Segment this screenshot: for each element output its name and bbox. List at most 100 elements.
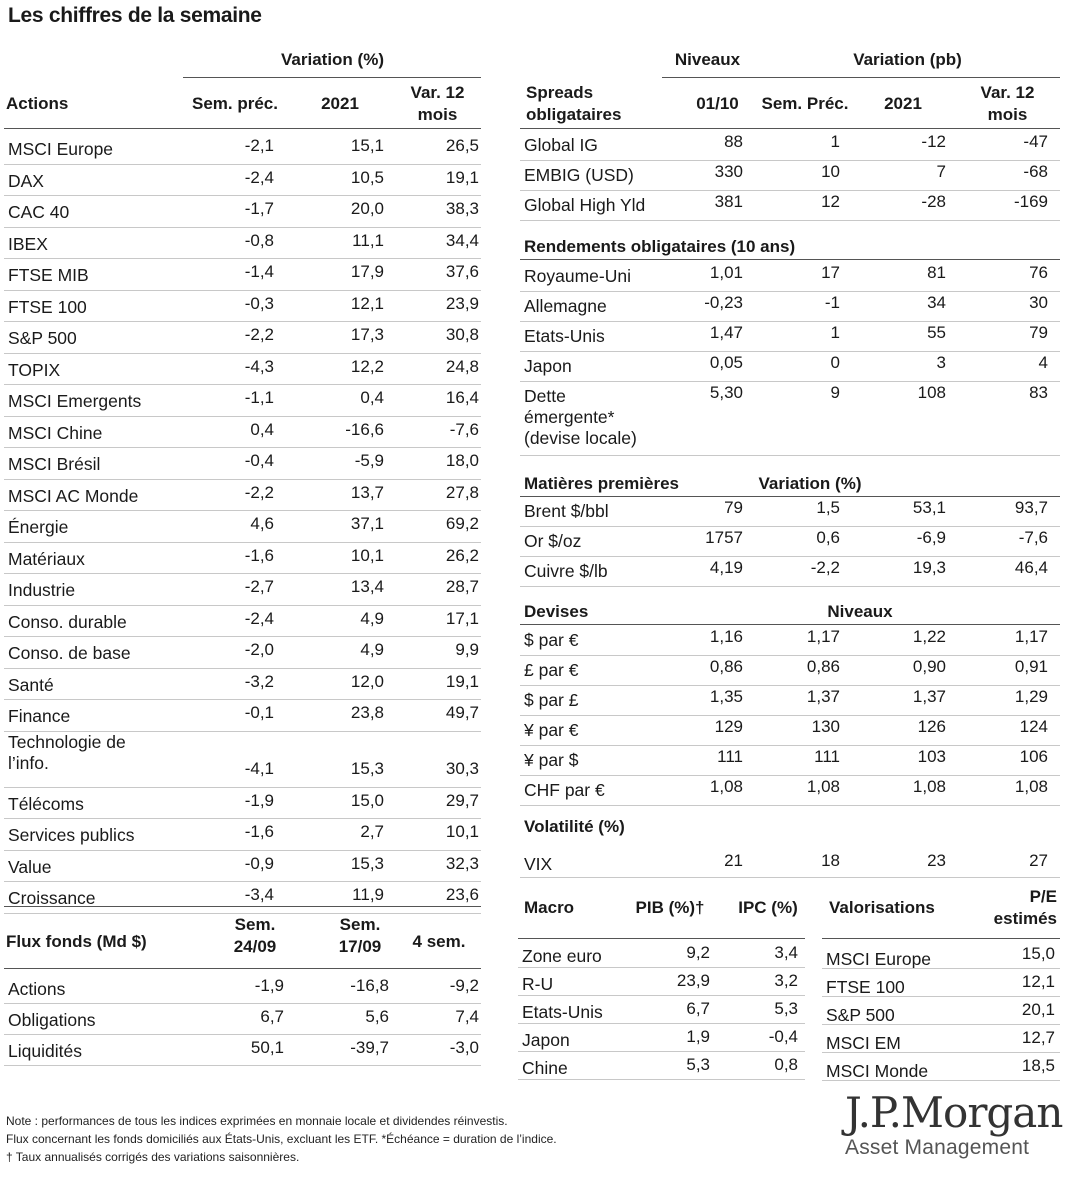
row-separator (518, 967, 805, 968)
row-value: 1,37 (912, 687, 946, 706)
row-value: 9,2 (686, 943, 710, 962)
group-header-niveaux: Niveaux (674, 50, 741, 69)
row-separator (822, 1024, 1060, 1025)
col-header-sem-prec: Sem. préc. (192, 94, 278, 113)
row-value: 1,08 (1014, 777, 1048, 796)
row-label: MSCI Monde (826, 1061, 929, 1081)
row-separator (520, 586, 1060, 587)
row-value: 12,1 (1021, 972, 1055, 991)
row-label: Santé (8, 674, 54, 695)
row-value: 129 (714, 717, 743, 736)
row-value: 381 (714, 192, 743, 211)
matieres-row: Cuivre $/lb 4,19 -2,2 19,3 46,4 (520, 557, 1060, 587)
row-value: 50,1 (250, 1038, 284, 1057)
row-separator (822, 996, 1060, 997)
row-separator (520, 715, 1060, 716)
rendements-row: Japon 0,05 0 3 4 (520, 352, 1060, 382)
row-value: 0,4 (250, 419, 274, 439)
row-label: Services publics (8, 825, 135, 845)
row-value: 0,05 (709, 353, 743, 372)
macro-row: Chine 5,3 0,8 (518, 1052, 805, 1080)
page-title: Les chiffres de la semaine (8, 4, 262, 27)
row-value: -0,4 (244, 451, 274, 470)
col-header-2021: 2021 (321, 94, 359, 113)
col-header-pe: P/E estimés (993, 887, 1057, 928)
row-value: 3 (936, 353, 946, 372)
row-label: MSCI Europe (826, 949, 932, 969)
row-label: CHF par € (524, 780, 605, 800)
actions-row: S&P 500 -2,2 17,3 30,8 (4, 322, 481, 354)
logo-subtitle: Asset Management (845, 1136, 1030, 1159)
rendements-row: Royaume-Uni 1,01 17 81 76 (520, 262, 1060, 292)
row-separator (4, 730, 481, 732)
row-label: Zone euro (522, 946, 602, 966)
row-value: 17,9 (350, 262, 384, 281)
flux-row: Obligations 6,7 5,6 7,4 (4, 1004, 481, 1035)
col-header-actions: Actions (6, 94, 69, 113)
row-separator (520, 775, 1060, 776)
row-label: $ par £ (524, 690, 579, 710)
matieres-row: Or $/oz 1757 0,6 -6,9 -7,6 (520, 527, 1060, 557)
row-label: Allemagne (524, 296, 607, 316)
row-value: 55 (927, 323, 946, 342)
row-separator (4, 881, 481, 882)
spreads-row: Global IG 88 1 -12 -47 (520, 131, 1060, 161)
row-value: 19,1 (445, 671, 479, 691)
macro-row: Japon 1,9 -0,4 (518, 1024, 805, 1052)
row-value: -0,4 (768, 1027, 798, 1046)
row-value: 4 (1038, 353, 1048, 372)
row-value: 13,4 (350, 577, 384, 596)
actions-row: CAC 40 -1,7 20,0 38,3 (4, 196, 481, 228)
rule-line (662, 77, 1060, 78)
spreads-row: EMBIG (USD) 330 10 7 -68 (520, 161, 1060, 191)
row-value: -1,4 (244, 262, 274, 281)
row-value: 19,1 (445, 167, 479, 187)
actions-row: Conso. durable -2,4 4,9 17,1 (4, 606, 481, 637)
row-label: Liquidités (8, 1041, 82, 1061)
row-value: 23,9 (676, 971, 710, 990)
row-value: -5,9 (354, 451, 384, 470)
section-header-matieres: Matières premières (524, 474, 679, 493)
col-header-var12-pb: Var. 12 mois (980, 83, 1035, 124)
col-header-2021-pb: 2021 (884, 94, 922, 113)
row-value: 3,4 (774, 943, 798, 962)
rendements-row: Dette émergente* (devise locale) 5,30 9 108 83 (520, 382, 1060, 456)
row-label: EMBIG (USD) (524, 165, 634, 185)
row-label: Matériaux (8, 548, 85, 569)
row-separator (4, 195, 481, 196)
row-label: Obligations (8, 1010, 96, 1030)
col-header-sem-1709: Sem. 17/09 (338, 915, 382, 956)
rule-line (520, 496, 1060, 497)
actions-row: MSCI Chine 0,4 -16,6 -7,6 (4, 417, 481, 448)
row-value: 15,3 (350, 758, 384, 778)
macro-row: R-U 23,9 3,2 (518, 968, 805, 996)
macro-table: Macro PIB (%)† IPC (%) Zone euro 9,2 3,4 R-U 23… (518, 887, 1060, 1081)
row-value: 37,6 (445, 262, 479, 281)
section-header-rendements: Rendements obligataires (10 ans) (524, 237, 796, 256)
row-value: 93,7 (1014, 498, 1048, 517)
row-value: 1 (830, 132, 840, 151)
valorisations-row: MSCI Europe 15,0 (822, 941, 1060, 969)
jpmorgan-logo: J.P.Morgan Asset Management (845, 1090, 1073, 1160)
flux-table: Flux fonds (Md $) Sem. 24/09 Sem. 17/09 4 sem… (0, 0, 485, 1070)
row-separator (520, 526, 1060, 527)
actions-row: Santé -3,2 12,0 19,1 (4, 669, 481, 700)
row-label: Dette émergente* (devise locale) (524, 386, 637, 448)
row-value: -7,6 (1018, 528, 1048, 547)
row-value: -0,9 (244, 853, 274, 873)
row-separator (4, 786, 481, 788)
row-value: 4,6 (250, 514, 274, 533)
row-label: Etats-Unis (522, 1002, 603, 1022)
row-value: 18,0 (445, 451, 479, 470)
valorisations-row: MSCI EM 12,7 (822, 1025, 1060, 1053)
actions-row: MSCI Brésil -0,4 -5,9 18,0 (4, 448, 481, 480)
row-value: 30,3 (445, 758, 479, 778)
row-separator (4, 604, 481, 606)
row-value: -28 (921, 192, 946, 211)
row-label: Cuivre $/lb (524, 561, 608, 581)
row-value: 24,8 (445, 356, 479, 376)
actions-row: Matériaux -1,6 10,1 26,2 (4, 543, 481, 574)
row-separator (520, 556, 1060, 557)
group-header-variation-mp: Variation (%) (758, 474, 862, 493)
row-value: 15,0 (1021, 944, 1055, 963)
